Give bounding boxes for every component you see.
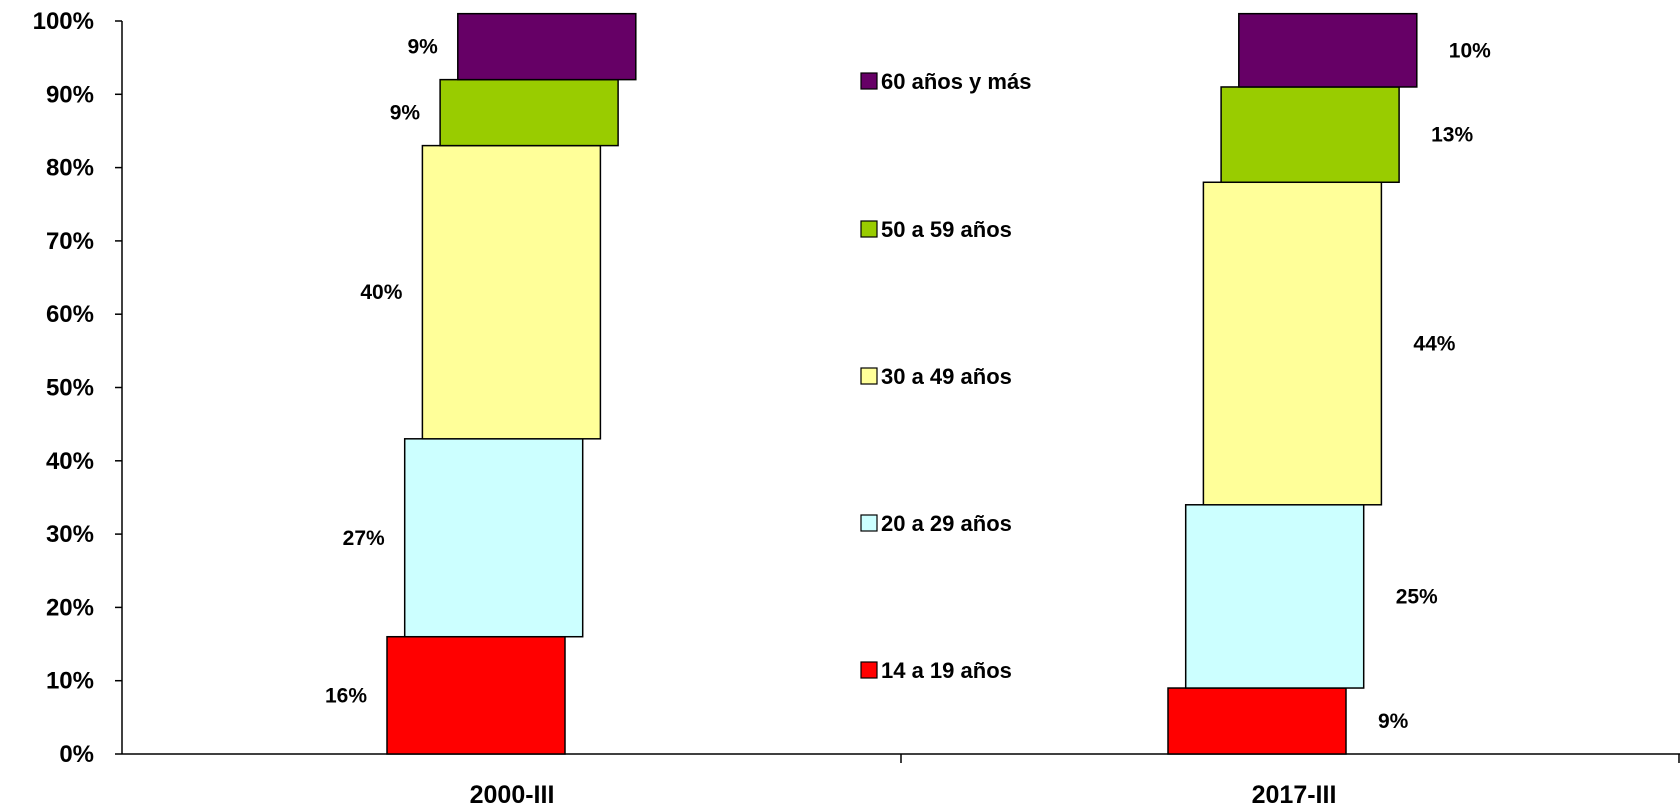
data-label: 9%	[390, 102, 421, 125]
data-label: 44%	[1413, 333, 1455, 356]
y-tick-label: 70%	[46, 228, 94, 255]
legend-label: 60 años y más	[881, 69, 1031, 94]
data-label: 10%	[1449, 39, 1491, 62]
data-label: 25%	[1396, 585, 1438, 608]
legend-label: 30 a 49 años	[881, 364, 1012, 389]
legend-swatch	[860, 514, 878, 532]
legend-label: 14 a 19 años	[881, 658, 1012, 683]
data-label: 16%	[325, 684, 367, 707]
data-label: 9%	[1378, 710, 1409, 733]
data-label: 9%	[407, 36, 438, 59]
data-label: 13%	[1431, 124, 1473, 147]
axes: 0% 10% 20% 30% 40% 50% 60% 70% 80% 90% 100% 2000-II…	[33, 8, 1680, 809]
y-tick-label: 0%	[59, 741, 94, 768]
bar-segment	[1167, 687, 1347, 755]
y-tick-label: 60%	[46, 301, 94, 328]
data-label: 27%	[343, 527, 385, 550]
y-tick-label: 100%	[33, 8, 94, 35]
bar-segment	[1184, 504, 1365, 689]
legend-label: 20 a 29 años	[881, 511, 1012, 536]
bar-segment	[1220, 86, 1400, 184]
bar-segment	[386, 635, 566, 755]
data-label: 40%	[360, 281, 402, 304]
bar-segment	[1202, 181, 1383, 506]
y-tick-label: 30%	[46, 521, 94, 548]
legend-swatch	[860, 220, 878, 238]
legend-label: 50 a 59 años	[881, 217, 1012, 242]
legend-swatch	[860, 72, 878, 90]
y-tick-label: 20%	[46, 594, 94, 621]
bar-segment	[439, 78, 619, 147]
legend: 60 años y más 50 a 59 años 30 a 49 años 20 …	[860, 69, 1031, 683]
y-tick-label: 50%	[46, 375, 94, 402]
bar-segment	[421, 144, 602, 440]
y-tick-label: 40%	[46, 448, 94, 475]
y-tick-label: 90%	[46, 81, 94, 108]
data-labels: 16% 27% 40% 9% 9% 9% 25% 44% 13% 10%	[325, 36, 1491, 733]
bar-segment	[403, 438, 584, 638]
legend-swatch	[860, 367, 878, 385]
y-tick-label: 10%	[46, 668, 94, 695]
legend-swatch	[860, 661, 878, 679]
y-tick-label: 80%	[46, 155, 94, 182]
bar-segment	[1238, 12, 1418, 88]
x-category-label: 2017-III	[1252, 781, 1337, 809]
x-category-label: 2000-III	[470, 781, 555, 809]
bar-segment	[457, 12, 637, 81]
bars	[386, 12, 1418, 755]
